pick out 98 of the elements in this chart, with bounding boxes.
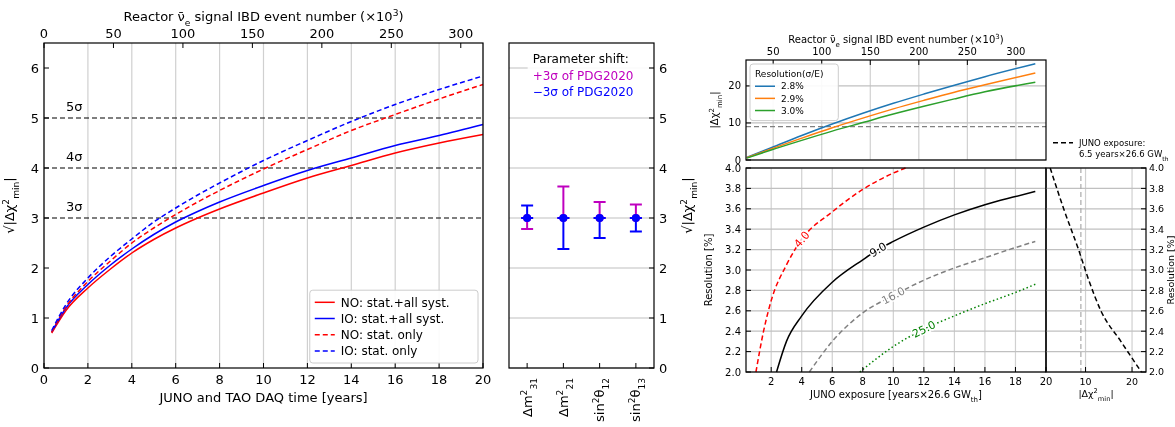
text: 25.0 bbox=[910, 318, 938, 341]
y-tick-label: 10 bbox=[728, 117, 741, 129]
x2-tick-label: 50 bbox=[105, 26, 122, 41]
y-tick-label: 2.4 bbox=[725, 325, 741, 337]
x-tick-label: 18 bbox=[1009, 376, 1022, 387]
y2-tick-label: 3.4 bbox=[1149, 223, 1165, 235]
y-tick-label: 2.2 bbox=[725, 346, 741, 358]
x2-tick-label: 250 bbox=[957, 46, 977, 57]
x-tick-label: 2 bbox=[83, 372, 93, 387]
y2-tick-label: 2.4 bbox=[1149, 325, 1165, 337]
x2-tick-label: 200 bbox=[309, 26, 335, 41]
x-tick-label: 4 bbox=[798, 376, 805, 387]
text: −3σ of PDG2020 bbox=[532, 84, 634, 99]
y2-tick-label: 1 bbox=[659, 310, 668, 326]
legend-label: NO: stat. only bbox=[340, 327, 423, 342]
text: +3σ of PDG2020 bbox=[532, 68, 634, 83]
x-tick-label: 10 bbox=[1079, 375, 1092, 387]
text: 9.0 bbox=[867, 239, 890, 260]
x2-tick-label: 100 bbox=[812, 46, 832, 57]
y-tick-label: 6 bbox=[30, 60, 39, 76]
y2-tick-label: 3 bbox=[659, 210, 668, 226]
x2-axis-title: Reactor ν̄$_{e}$ signal IBD event number (×10$^{3}$) bbox=[123, 7, 404, 28]
x2-tick-label: 300 bbox=[1006, 46, 1026, 57]
y2-tick-label: 2.2 bbox=[1149, 345, 1165, 357]
x-tick-label: 18 bbox=[430, 372, 448, 387]
legend-label: 2.9% bbox=[781, 93, 805, 104]
x2-tick-label: 150 bbox=[239, 26, 265, 41]
y2-tick-label: 3.2 bbox=[1149, 243, 1165, 255]
y-tick-label: 4 bbox=[30, 160, 39, 176]
y2-tick-label: 2.8 bbox=[1149, 284, 1165, 296]
y2-tick-label: 6 bbox=[659, 60, 668, 76]
y-tick-label: 3.2 bbox=[725, 244, 741, 256]
x-axis-title: JUNO exposure [years×26.6 GW$_{th}$] bbox=[809, 389, 983, 404]
y-axis-title: Resolution [%] bbox=[703, 233, 714, 307]
x2-tick-label: 100 bbox=[170, 26, 196, 41]
x-tick-label: 6 bbox=[171, 372, 180, 387]
x-axis-title: JUNO and TAO DAQ time [years] bbox=[158, 389, 368, 405]
y2-tick-label: 3.6 bbox=[1149, 203, 1165, 215]
x-tick-label: 10 bbox=[255, 372, 272, 387]
y2-tick-label: 3.8 bbox=[1149, 182, 1165, 194]
y-tick-label: 2.8 bbox=[725, 284, 741, 296]
legend-label: IO: stat. only bbox=[340, 344, 418, 359]
x-tick-label: 14 bbox=[948, 376, 961, 387]
ref-line-label: 5σ bbox=[66, 99, 83, 114]
legend-label: IO: stat.+all syst. bbox=[340, 311, 445, 326]
y2-tick-label: 2.0 bbox=[1149, 366, 1165, 378]
y-tick-label: 1 bbox=[30, 310, 39, 326]
x-tick-label: 12 bbox=[299, 372, 316, 387]
legend-label: NO: stat.+all syst. bbox=[340, 295, 450, 310]
x-tick-label: 6 bbox=[829, 376, 836, 387]
text: 16.0 bbox=[879, 284, 908, 308]
y2-tick-label: 2 bbox=[659, 260, 668, 276]
x-tick-label: 14 bbox=[343, 372, 360, 387]
x-tick-label: 20 bbox=[1126, 375, 1139, 387]
ref-line-label: 3σ bbox=[66, 199, 83, 214]
y-tick-label: 2 bbox=[30, 260, 39, 276]
y2-tick-label: 2.6 bbox=[1149, 305, 1165, 317]
x2-tick-label: 150 bbox=[860, 46, 880, 57]
x-tick-label: 8 bbox=[215, 372, 224, 387]
x-axis-title: |Δχ$^{2}$$_{min}$| bbox=[1078, 386, 1114, 403]
x2-tick-label: 250 bbox=[378, 26, 404, 41]
y-tick-label: 0 bbox=[30, 360, 39, 376]
y-tick-label: 2.6 bbox=[725, 305, 741, 317]
x-tick-label: 16 bbox=[386, 372, 404, 387]
ref-line-label: 4σ bbox=[66, 149, 83, 164]
y2-tick-label: 4 bbox=[659, 160, 668, 176]
legend-label: 3.0% bbox=[781, 105, 805, 116]
y-tick-label: 3.0 bbox=[725, 264, 741, 276]
line-series bbox=[808, 240, 1037, 373]
y-tick-label: 3 bbox=[30, 210, 39, 226]
x-tick-label: 4 bbox=[127, 372, 136, 387]
legend-label: JUNO exposure: 6.5 years×26.6 GW$_{th}$ bbox=[1078, 137, 1169, 162]
y2-tick-label: 3.0 bbox=[1149, 264, 1165, 276]
x-tick-label: 10 bbox=[886, 376, 900, 387]
y-tick-label: 20 bbox=[728, 80, 741, 92]
y2-tick-label: 4.0 bbox=[1149, 162, 1165, 174]
x2-tick-label: 50 bbox=[766, 46, 780, 57]
y-tick-label: 3.8 bbox=[725, 182, 741, 194]
y2-tick-label: 5 bbox=[659, 110, 668, 126]
legend-title: Parameter shift: bbox=[532, 52, 629, 67]
y-tick-label: 2.0 bbox=[725, 366, 741, 378]
y-tick-label: 5 bbox=[30, 110, 39, 126]
legend-label: 2.8% bbox=[781, 81, 805, 92]
x-tick-label: 8 bbox=[859, 376, 866, 387]
x-tick-label: 2 bbox=[768, 376, 775, 387]
x2-tick-label: 300 bbox=[448, 26, 474, 41]
legend-title: Resolution(σ/E) bbox=[755, 69, 824, 80]
y-tick-label: 3.6 bbox=[725, 203, 741, 215]
y-tick-label: 3.4 bbox=[725, 223, 741, 235]
x2-tick-label: 200 bbox=[909, 46, 929, 57]
text: 4.0 bbox=[791, 228, 813, 251]
y2-tick-label: 0 bbox=[659, 360, 668, 376]
line-series bbox=[755, 167, 907, 373]
y2-axis-title: Resolution [%] bbox=[1165, 235, 1175, 305]
x-tick-label: 16 bbox=[978, 376, 992, 387]
x-tick-label: 12 bbox=[917, 376, 931, 387]
x-tick-label: 20 bbox=[474, 372, 492, 387]
x-tick-label: 20 bbox=[1039, 376, 1053, 387]
